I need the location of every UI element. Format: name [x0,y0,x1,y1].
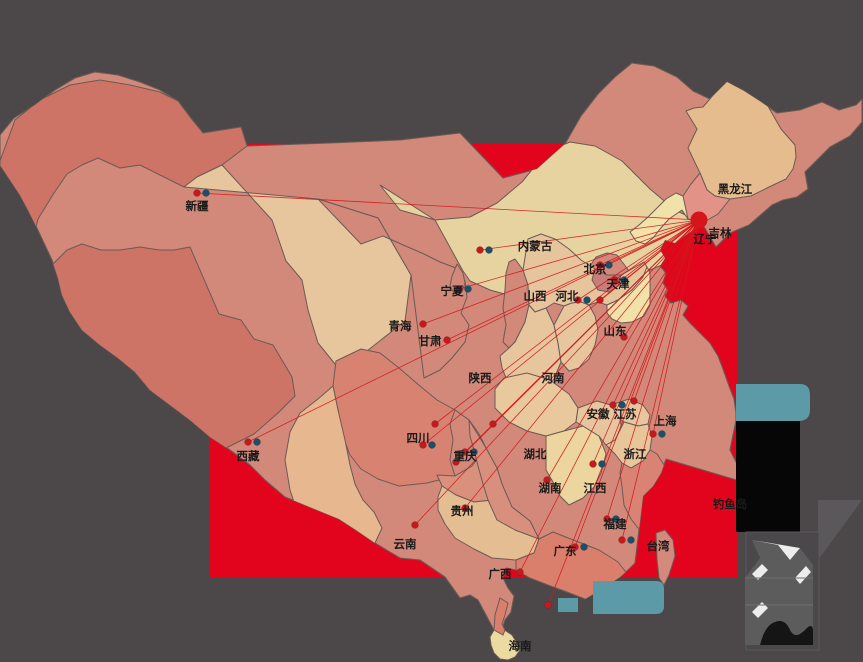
svg-text:台湾: 台湾 [647,539,670,553]
svg-text:宁夏: 宁夏 [441,284,464,298]
svg-text:钓鱼岛: 钓鱼岛 [713,497,748,511]
svg-text:安徽: 安徽 [587,407,610,421]
svg-text:甘肃: 甘肃 [419,334,442,348]
svg-text:陕西: 陕西 [469,371,492,385]
svg-text:江西: 江西 [584,481,607,495]
svg-text:西藏: 西藏 [237,449,260,463]
svg-text:广西: 广西 [489,567,512,581]
svg-text:云南: 云南 [394,537,417,551]
svg-text:江苏: 江苏 [614,407,637,421]
svg-text:河南: 河南 [542,371,565,385]
svg-text:四川: 四川 [407,432,430,445]
svg-text:北京: 北京 [584,262,607,276]
svg-text:河北: 河北 [556,289,579,303]
svg-text:海南: 海南 [509,639,532,653]
svg-text:内蒙古: 内蒙古 [518,239,553,253]
svg-text:湖北: 湖北 [524,447,547,461]
svg-text:重庆: 重庆 [454,449,477,463]
svg-text:广东: 广东 [554,544,577,558]
svg-text:黑龙江: 黑龙江 [718,182,753,196]
svg-text:青海: 青海 [389,319,412,333]
svg-text:福建: 福建 [603,517,627,531]
svg-text:山西: 山西 [524,289,547,303]
svg-text:辽宁: 辽宁 [694,232,717,246]
svg-text:山东: 山东 [604,324,627,338]
svg-text:湖南: 湖南 [539,481,562,495]
svg-text:天津: 天津 [607,277,630,291]
svg-text:上海: 上海 [654,414,677,428]
svg-text:浙江: 浙江 [624,447,647,461]
svg-text:贵州: 贵州 [451,504,474,518]
svg-text:新疆: 新疆 [186,199,209,213]
